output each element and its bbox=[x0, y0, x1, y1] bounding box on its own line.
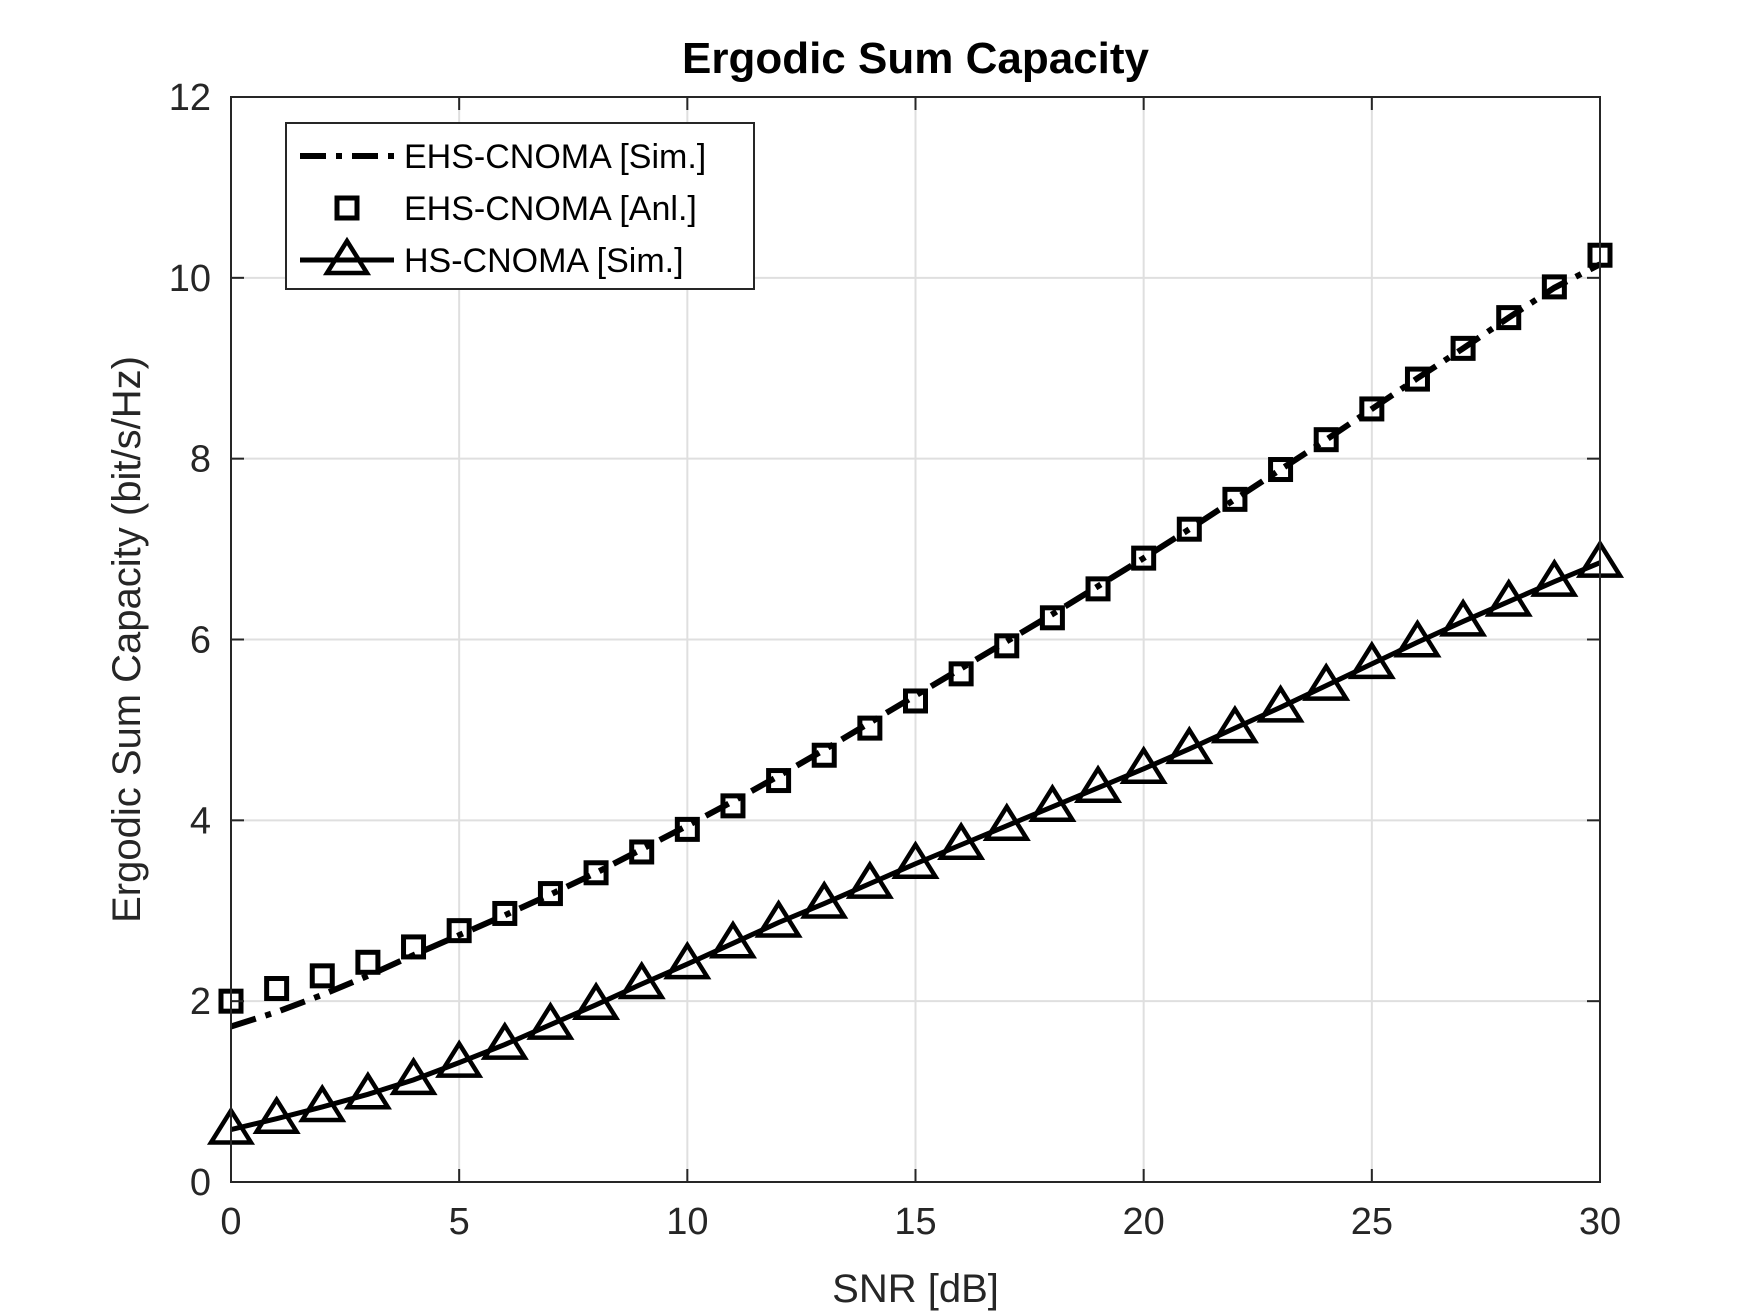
data-point-triangle bbox=[1347, 640, 1396, 680]
data-point-triangle bbox=[1073, 764, 1123, 804]
series-line-hs-sim bbox=[230, 560, 1601, 1132]
y-tick-label: 8 bbox=[190, 439, 211, 481]
data-point-triangle bbox=[1530, 558, 1579, 597]
data-point-triangle bbox=[937, 821, 986, 860]
x-axis-label: SNR [dB] bbox=[832, 1267, 999, 1311]
data-point-square bbox=[1313, 427, 1339, 453]
data-point-square bbox=[674, 816, 700, 842]
data-point-square bbox=[1176, 516, 1202, 542]
data-point-square bbox=[583, 860, 609, 886]
data-point-triangle bbox=[389, 1056, 438, 1096]
data-point-square bbox=[264, 976, 290, 1002]
data-point-triangle bbox=[1165, 725, 1214, 765]
data-point-square bbox=[1359, 396, 1385, 422]
data-point-triangle bbox=[343, 1071, 392, 1110]
x-tick-label: 5 bbox=[449, 1201, 470, 1243]
ticks: 0 5 10 15 20 25 30 0 2 4 6 8 10 12 bbox=[169, 77, 1621, 1243]
data-point-triangle bbox=[1210, 704, 1259, 744]
data-point-triangle bbox=[1302, 662, 1351, 701]
series-0 bbox=[230, 261, 1602, 1030]
data-point-triangle bbox=[1256, 684, 1305, 723]
data-point-triangle bbox=[982, 802, 1031, 842]
legend-swatch-square bbox=[334, 195, 360, 221]
series-1 bbox=[218, 242, 1613, 1014]
data-point-triangle bbox=[1028, 783, 1077, 823]
data-point-triangle bbox=[435, 1039, 484, 1078]
data-point-triangle bbox=[1393, 618, 1442, 658]
data-point-triangle bbox=[891, 840, 940, 879]
data-point-square bbox=[1222, 486, 1248, 512]
x-tick-label: 15 bbox=[894, 1201, 936, 1243]
data-point-square bbox=[1496, 305, 1522, 331]
data-point-square bbox=[1541, 274, 1567, 300]
data-point-square bbox=[1131, 545, 1157, 571]
data-point-triangle bbox=[800, 880, 849, 919]
x-tick-label: 30 bbox=[1579, 1201, 1621, 1243]
data-point-square bbox=[492, 900, 518, 926]
y-tick-label: 0 bbox=[190, 1162, 211, 1204]
data-point-square bbox=[948, 661, 974, 687]
legend-entry-1: EHS-CNOMA [Anl.] bbox=[334, 190, 697, 228]
legend-label: EHS-CNOMA [Anl.] bbox=[404, 190, 697, 228]
data-point-square bbox=[994, 633, 1020, 659]
x-tick-label: 20 bbox=[1123, 1201, 1165, 1243]
series-line-ehs-sim bbox=[230, 261, 1602, 1030]
y-tick-label: 10 bbox=[169, 258, 211, 300]
data-point-triangle bbox=[754, 899, 803, 938]
data-point-triangle bbox=[480, 1021, 529, 1060]
data-point-triangle bbox=[526, 1001, 575, 1040]
legend-swatch-triangle bbox=[322, 236, 372, 276]
data-point-square bbox=[629, 839, 655, 865]
data-point-triangle bbox=[1484, 578, 1533, 617]
series-2 bbox=[206, 539, 1625, 1145]
data-point-square bbox=[1085, 576, 1111, 602]
data-point-square bbox=[1039, 605, 1065, 631]
data-point-square bbox=[720, 793, 746, 819]
y-axis-label: Ergodic Sum Capacity (bit/s/Hz) bbox=[105, 356, 149, 923]
data-point-square bbox=[766, 768, 792, 794]
x-tick-label: 10 bbox=[666, 1201, 708, 1243]
legend-label: EHS-CNOMA [Sim.] bbox=[404, 138, 706, 176]
y-tick-label: 4 bbox=[190, 800, 211, 842]
data-point-square bbox=[401, 934, 427, 960]
data-point-square bbox=[446, 918, 472, 944]
x-tick-label: 0 bbox=[220, 1201, 241, 1243]
series-layer bbox=[206, 242, 1625, 1145]
legend: EHS-CNOMA [Sim.] EHS-CNOMA [Anl.] HS-CNOMA… bbox=[285, 122, 755, 290]
data-point-triangle bbox=[252, 1095, 301, 1134]
data-point-square bbox=[355, 949, 381, 975]
data-point-triangle bbox=[708, 920, 758, 959]
x-tick-label: 25 bbox=[1351, 1201, 1393, 1243]
data-point-square bbox=[537, 881, 563, 907]
data-point-square bbox=[903, 688, 928, 714]
data-point-square bbox=[857, 715, 883, 741]
data-point-square bbox=[1404, 366, 1430, 392]
chart-title: Ergodic Sum Capacity bbox=[682, 34, 1150, 83]
legend-entry-2: HS-CNOMA [Sim.] bbox=[300, 236, 684, 280]
legend-entry-0: EHS-CNOMA [Sim.] bbox=[300, 138, 706, 176]
data-point-triangle bbox=[1439, 598, 1488, 637]
legend-label: HS-CNOMA [Sim.] bbox=[404, 242, 684, 280]
y-tick-label: 12 bbox=[169, 77, 211, 119]
data-point-triangle bbox=[663, 940, 712, 980]
data-point-square bbox=[1450, 335, 1476, 361]
data-point-triangle bbox=[572, 981, 621, 1021]
data-point-square bbox=[309, 963, 335, 989]
data-point-triangle bbox=[1119, 745, 1168, 785]
data-point-triangle bbox=[298, 1083, 347, 1123]
data-point-triangle bbox=[845, 860, 894, 899]
data-point-square bbox=[811, 742, 837, 768]
y-tick-label: 2 bbox=[190, 981, 211, 1023]
data-point-square bbox=[1268, 457, 1294, 483]
data-point-triangle bbox=[617, 960, 666, 1000]
y-tick-label: 6 bbox=[190, 620, 211, 662]
